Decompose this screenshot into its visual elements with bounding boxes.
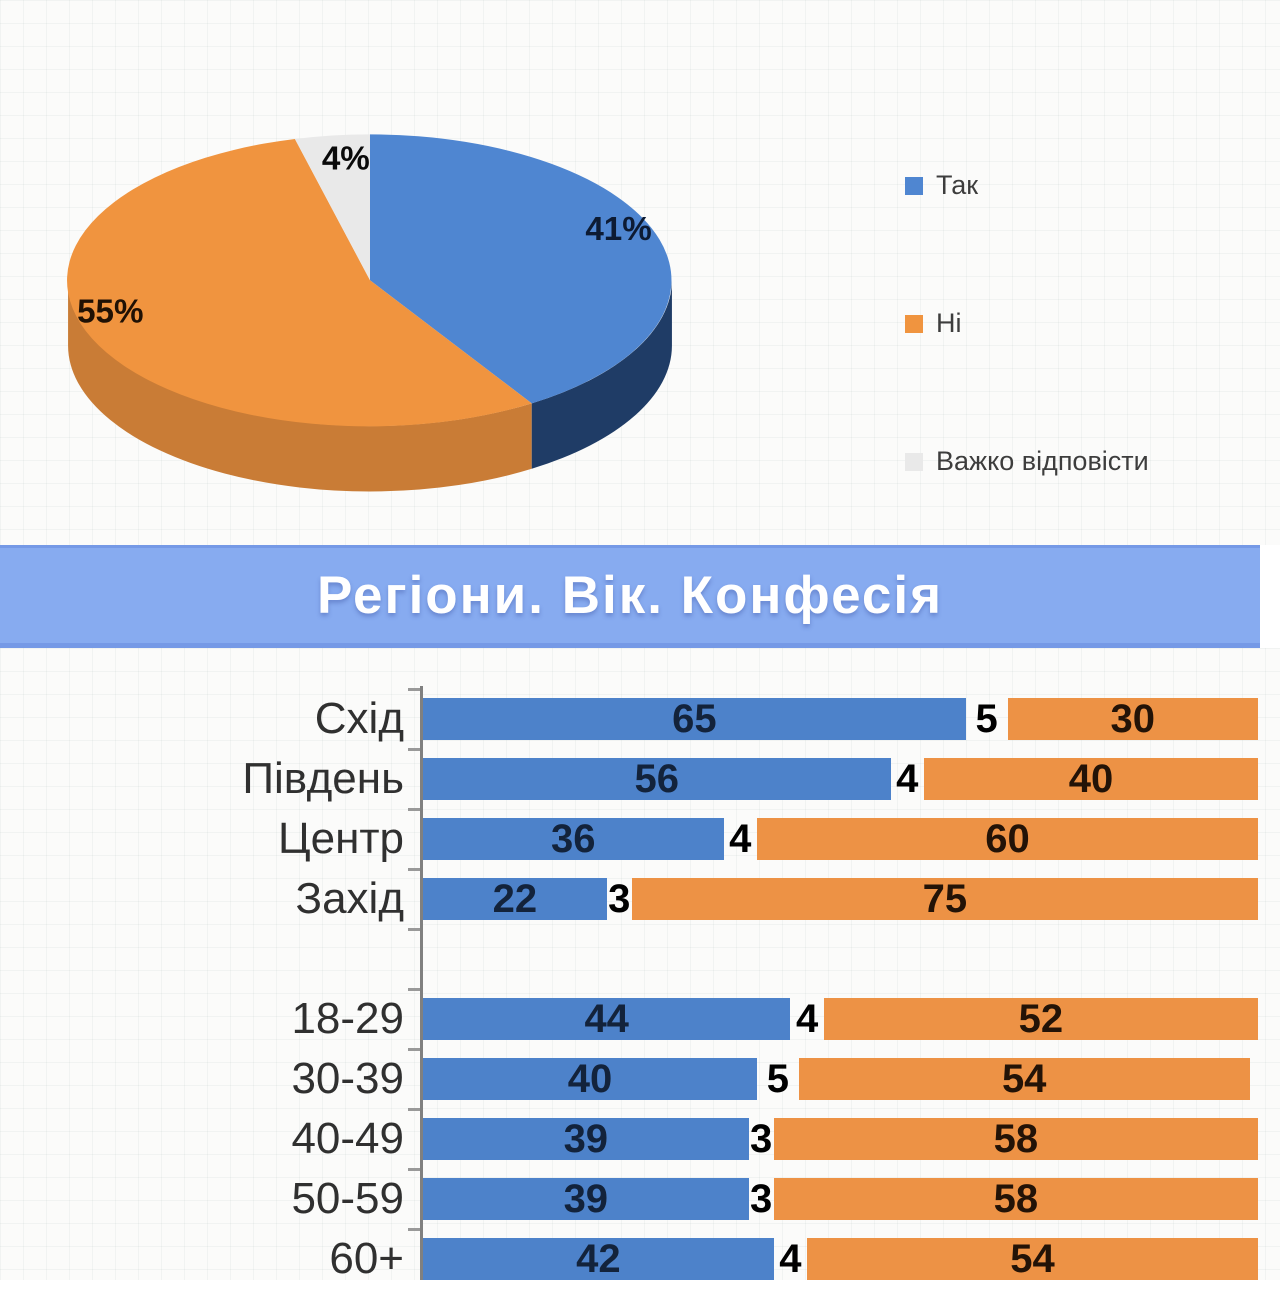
bar-track: 42 4 54 bbox=[423, 1229, 1258, 1289]
dk-segment: 3 bbox=[750, 1116, 773, 1161]
bar-rows: Схід 65 5 30 Південь 56 4 40 Центр 36 4 60 Захід 22 3 7… bbox=[0, 688, 1280, 1289]
no-segment: 54 bbox=[807, 1237, 1258, 1281]
dk-segment: 3 bbox=[608, 876, 631, 921]
legend-item-no: Ні bbox=[905, 308, 962, 339]
pie-value-label-dk: 4% bbox=[322, 141, 370, 178]
bar-row: 50-59 39 3 58 bbox=[0, 1168, 1280, 1229]
category-label: 60+ bbox=[329, 1234, 404, 1283]
pie-section: 41% 55% 4% Так Ні Важко відповісти bbox=[0, 0, 1280, 545]
pie-value-label-yes: 41% bbox=[585, 211, 651, 248]
dk-segment: 5 bbox=[975, 696, 998, 741]
bar-track: 56 4 40 bbox=[423, 749, 1258, 809]
pie-slice-yes bbox=[370, 134, 672, 404]
yes-segment: 44 bbox=[423, 997, 791, 1041]
no-segment: 30 bbox=[1007, 697, 1258, 741]
group-spacer bbox=[0, 928, 1280, 989]
category-label: 40-49 bbox=[291, 1114, 404, 1163]
category-label: Південь bbox=[242, 754, 404, 803]
pie-chart: 41% 55% 4% bbox=[67, 134, 672, 492]
no-segment: 75 bbox=[631, 877, 1258, 921]
legend-swatch-yes-icon bbox=[905, 176, 923, 195]
pie-slice-dk bbox=[294, 134, 370, 281]
legend-label-yes: Так bbox=[936, 170, 979, 200]
pie-slice-no bbox=[67, 138, 532, 427]
section-title-banner: Регіони. Вік. Конфесія bbox=[0, 545, 1260, 648]
pie-side-no bbox=[68, 280, 532, 492]
pie-legend: Так Ні Важко відповісти bbox=[905, 0, 1275, 545]
dk-segment: 5 bbox=[766, 1056, 789, 1101]
no-segment: 58 bbox=[773, 1117, 1258, 1161]
dk-segment: 3 bbox=[750, 1176, 773, 1221]
legend-item-dk: Важко відповісти bbox=[905, 446, 1149, 477]
yes-segment: 39 bbox=[423, 1177, 749, 1221]
legend-swatch-no-icon bbox=[905, 314, 923, 333]
legend-label-dk: Важко відповісти bbox=[936, 446, 1149, 476]
legend-label-no: Ні bbox=[936, 308, 962, 338]
no-segment: 58 bbox=[773, 1177, 1258, 1221]
yes-segment: 65 bbox=[423, 697, 966, 741]
bar-chart-section: Схід 65 5 30 Південь 56 4 40 Центр 36 4 60 Захід 22 3 7… bbox=[0, 648, 1280, 1283]
bar-row: 30-39 40 5 54 bbox=[0, 1048, 1280, 1109]
no-segment: 54 bbox=[798, 1057, 1250, 1101]
yes-segment: 22 bbox=[423, 877, 607, 921]
bar-track: 36 4 60 bbox=[423, 809, 1258, 869]
bar-row: 60+ 42 4 54 bbox=[0, 1228, 1280, 1289]
legend-item-yes: Так bbox=[905, 170, 978, 201]
category-label: 50-59 bbox=[291, 1174, 404, 1223]
yes-segment: 40 bbox=[423, 1057, 757, 1101]
section-title: Регіони. Вік. Конфесія bbox=[316, 566, 944, 625]
dk-segment: 4 bbox=[729, 816, 752, 861]
no-segment: 40 bbox=[923, 757, 1258, 801]
bar-track: 40 5 54 bbox=[423, 1049, 1250, 1109]
yes-segment: 56 bbox=[423, 757, 891, 801]
bar-row: Схід 65 5 30 bbox=[0, 688, 1280, 749]
dk-segment: 4 bbox=[896, 756, 919, 801]
bar-row: 40-49 39 3 58 bbox=[0, 1108, 1280, 1169]
bar-track: 65 5 30 bbox=[423, 689, 1258, 749]
yes-segment: 42 bbox=[423, 1237, 774, 1281]
no-segment: 60 bbox=[756, 817, 1258, 861]
bar-track: 22 3 75 bbox=[423, 869, 1258, 929]
dk-segment: 4 bbox=[795, 996, 819, 1041]
category-label: Схід bbox=[314, 694, 404, 743]
category-label: 18-29 bbox=[291, 994, 404, 1043]
bar-row: 18-29 44 4 52 bbox=[0, 988, 1280, 1049]
bar-track: 44 4 52 bbox=[423, 989, 1258, 1049]
category-label: Захід bbox=[295, 874, 405, 923]
bar-row: Південь 56 4 40 bbox=[0, 748, 1280, 809]
no-segment: 52 bbox=[823, 997, 1258, 1041]
category-label: Центр bbox=[278, 814, 404, 863]
yes-segment: 39 bbox=[423, 1117, 749, 1161]
pie-side-yes bbox=[531, 280, 672, 469]
category-label: 30-39 bbox=[291, 1054, 404, 1103]
bar-track: 39 3 58 bbox=[423, 1109, 1258, 1169]
yes-segment: 36 bbox=[423, 817, 724, 861]
pie-value-label-no: 55% bbox=[77, 294, 143, 331]
dk-segment: 4 bbox=[779, 1236, 802, 1281]
bar-row: Центр 36 4 60 bbox=[0, 808, 1280, 869]
bar-row: Захід 22 3 75 bbox=[0, 868, 1280, 929]
legend-swatch-dk-icon bbox=[905, 452, 923, 471]
bar-track: 39 3 58 bbox=[423, 1169, 1258, 1229]
category-axis bbox=[420, 686, 423, 1280]
